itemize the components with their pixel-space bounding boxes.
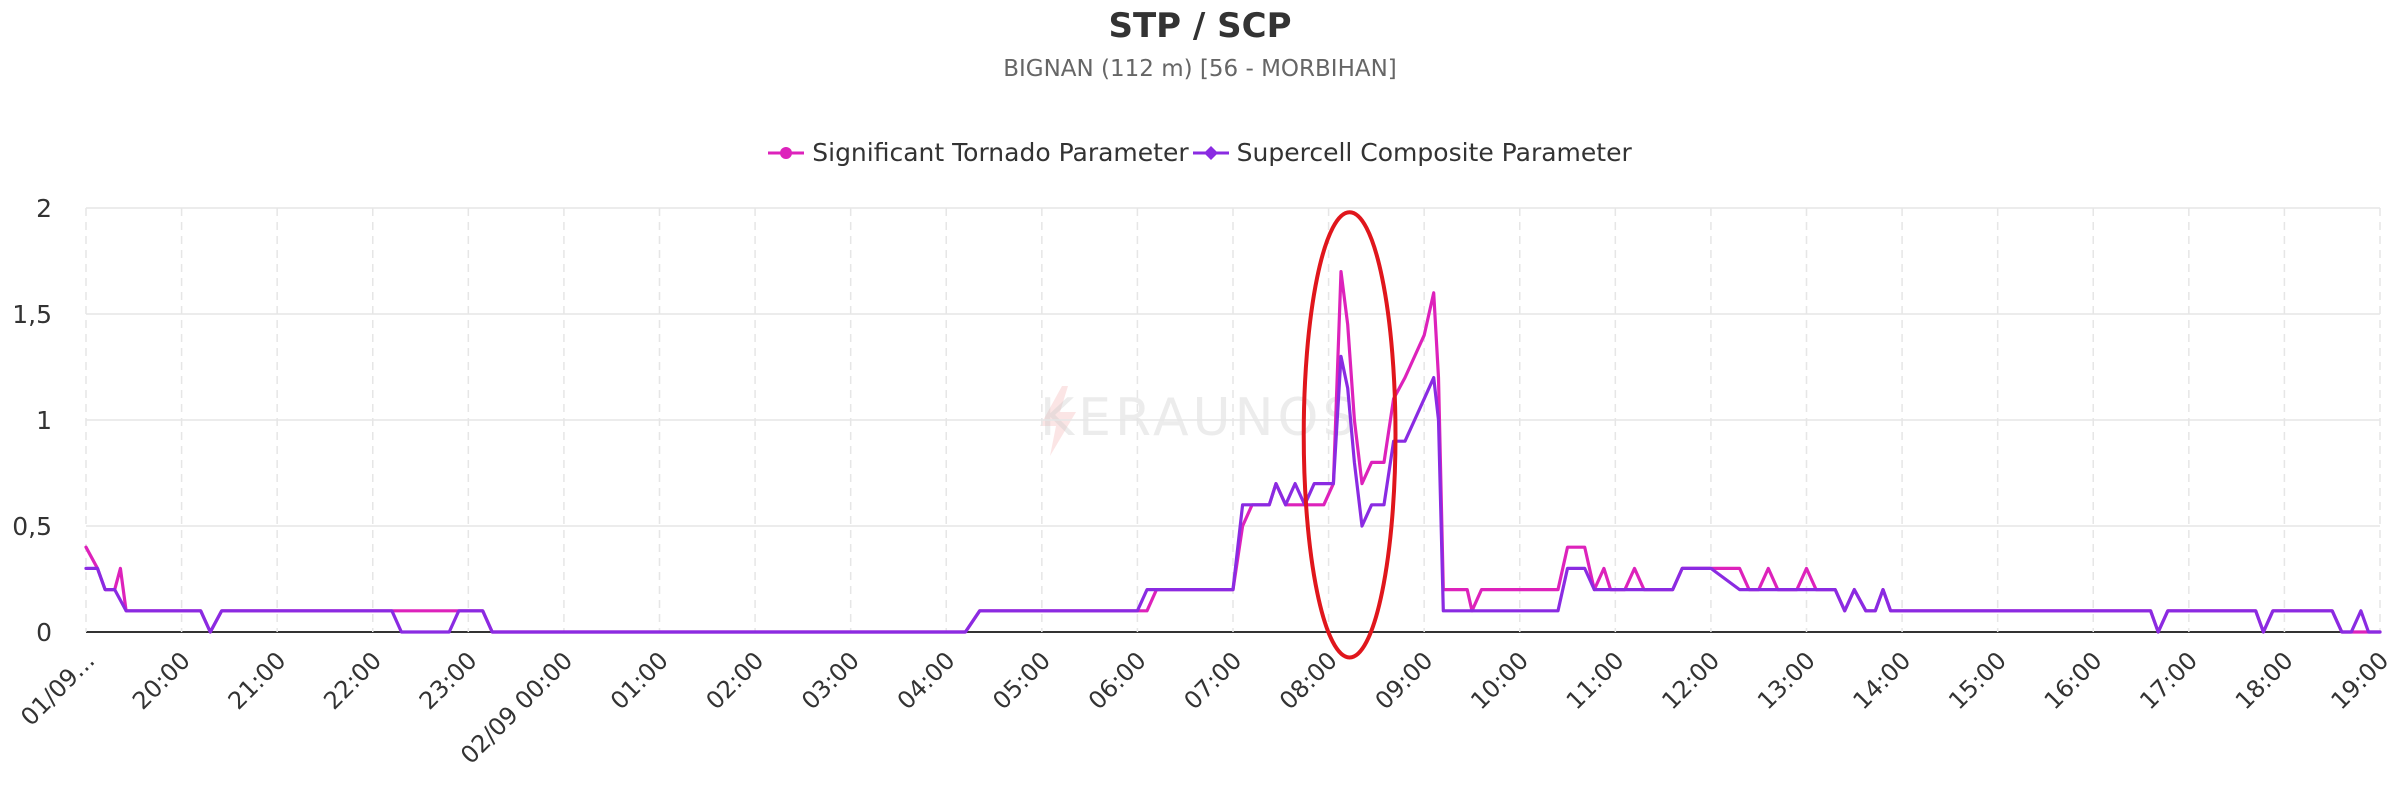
x-tick-label: 08:00 xyxy=(1274,646,1343,715)
x-tick-label: 17:00 xyxy=(2134,646,2203,715)
x-tick-label: 05:00 xyxy=(987,646,1056,715)
x-tick-label: 16:00 xyxy=(2039,646,2108,715)
legend-item-scp[interactable]: Supercell Composite Parameter xyxy=(1192,138,1632,167)
x-tick-label: 11:00 xyxy=(1561,646,1630,715)
annotation-ellipse xyxy=(1301,210,1398,660)
legend: Significant Tornado Parameter Supercell … xyxy=(0,138,2400,167)
x-tick-label: 13:00 xyxy=(1752,646,1821,715)
x-tick-label: 01/09... xyxy=(15,646,100,731)
x-tick-label: 19:00 xyxy=(2326,646,2395,715)
x-tick-label: 07:00 xyxy=(1179,646,1248,715)
x-tick-label: 12:00 xyxy=(1656,646,1725,715)
y-tick-label: 0 xyxy=(36,618,52,647)
y-tick-label: 1,5 xyxy=(12,300,52,329)
x-tick-label: 09:00 xyxy=(1370,646,1439,715)
watermark-bolt-icon xyxy=(1040,386,1076,456)
x-tick-label: 21:00 xyxy=(223,646,292,715)
x-tick-label: 03:00 xyxy=(796,646,865,715)
chart-subtitle: BIGNAN (112 m) [56 - MORBIHAN] xyxy=(1003,56,1397,82)
x-tick-label: 14:00 xyxy=(1848,646,1917,715)
x-tick-label: 01:00 xyxy=(605,646,674,715)
chart-title: STP / SCP xyxy=(1108,6,1292,46)
x-tick-label: 15:00 xyxy=(1943,646,2012,715)
x-tick-label: 18:00 xyxy=(2230,646,2299,715)
legend-label-stp: Significant Tornado Parameter xyxy=(812,138,1189,167)
legend-symbol-stp xyxy=(768,146,805,159)
series-line-scp[interactable] xyxy=(84,354,2382,634)
y-tick-label: 0,5 xyxy=(12,512,52,541)
x-tick-label: 06:00 xyxy=(1083,646,1152,715)
legend-item-stp[interactable]: Significant Tornado Parameter xyxy=(768,138,1189,167)
x-tick-label: 23:00 xyxy=(414,646,483,715)
x-tick-label: 10:00 xyxy=(1465,646,1534,715)
y-tick-label: 2 xyxy=(36,194,52,223)
x-tick-label: 04:00 xyxy=(892,646,961,715)
legend-symbol-scp xyxy=(1192,145,1229,160)
x-tick-label: 20:00 xyxy=(127,646,196,715)
legend-label-scp: Supercell Composite Parameter xyxy=(1236,138,1632,167)
y-tick-label: 1 xyxy=(36,406,52,435)
x-tick-label: 02:00 xyxy=(701,646,770,715)
x-tick-label: 22:00 xyxy=(318,646,387,715)
